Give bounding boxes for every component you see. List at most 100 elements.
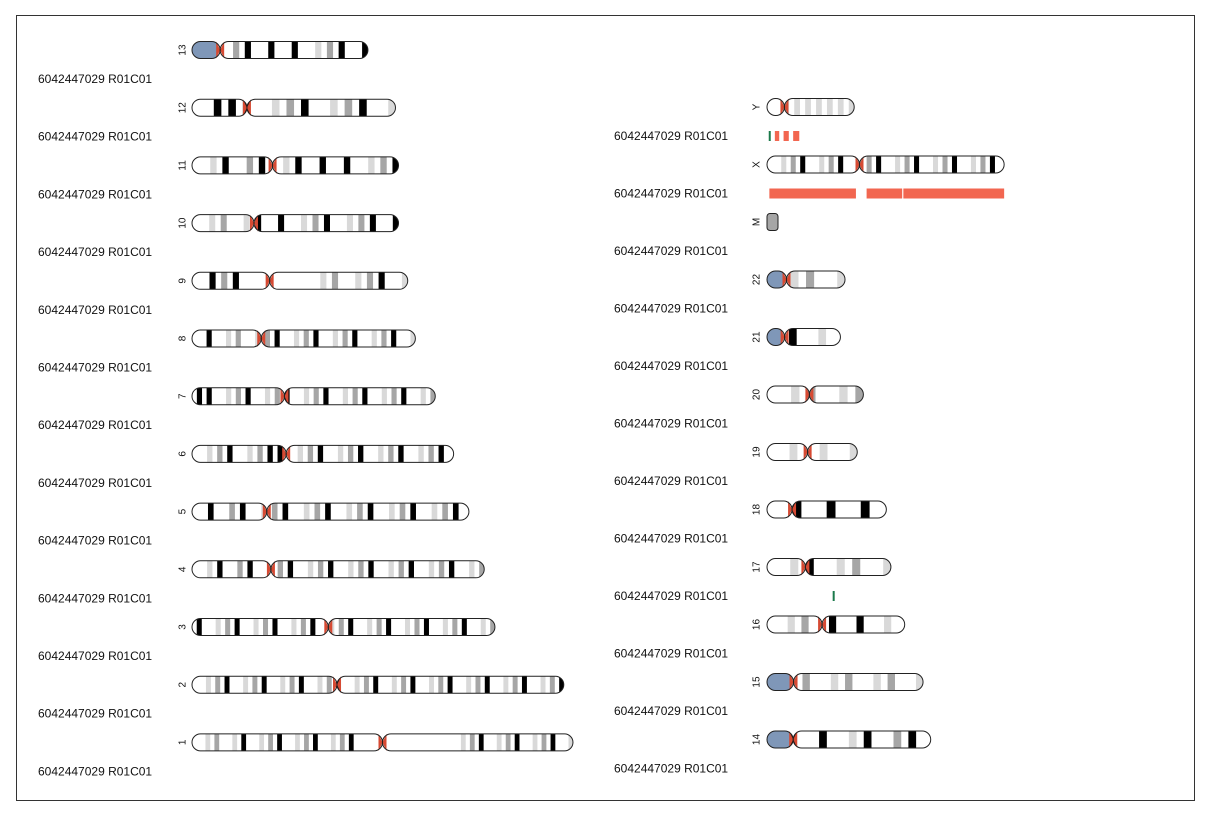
centromere <box>324 618 329 636</box>
band <box>772 213 778 231</box>
chromosome-y: Y 6042447029 R01C01 <box>614 98 855 143</box>
band <box>420 503 427 521</box>
band <box>461 618 467 636</box>
band <box>217 445 223 463</box>
band <box>388 560 394 578</box>
centromere <box>789 673 794 691</box>
chromosome-6: 6 6042447029 R01C01 <box>38 444 455 490</box>
band <box>380 156 387 174</box>
band <box>914 156 920 173</box>
band <box>197 445 203 463</box>
band <box>381 387 387 405</box>
band <box>405 618 411 636</box>
band <box>400 330 406 347</box>
band <box>307 445 314 463</box>
band <box>802 673 810 691</box>
band <box>307 156 314 174</box>
band <box>392 214 399 232</box>
chromosome-label-y: Y <box>752 103 763 110</box>
band <box>514 733 520 751</box>
centromere <box>282 445 287 463</box>
band <box>895 156 901 173</box>
band <box>199 99 207 117</box>
band <box>433 618 439 636</box>
band <box>376 618 382 636</box>
band <box>264 330 270 347</box>
centromere <box>216 41 221 59</box>
band <box>335 503 342 521</box>
chromosome-label-12: 12 <box>178 102 189 114</box>
band <box>884 616 892 633</box>
chromosome-label-10: 10 <box>178 217 189 229</box>
band <box>496 733 502 751</box>
band <box>866 156 872 173</box>
centromere <box>242 99 247 117</box>
centromere <box>780 98 785 116</box>
chromosome-label-m: M <box>752 218 763 226</box>
chromosome-x: X 6042447029 R01C01 <box>614 155 1005 201</box>
band <box>419 676 425 694</box>
chromosome-label-21: 21 <box>752 331 763 343</box>
band <box>308 676 314 694</box>
band <box>315 99 324 117</box>
band <box>326 41 334 59</box>
band <box>826 98 833 116</box>
band <box>806 271 815 288</box>
band <box>258 156 266 174</box>
band <box>252 676 258 694</box>
centromere <box>855 156 860 173</box>
band <box>774 558 783 576</box>
band <box>233 41 240 59</box>
band <box>401 272 408 290</box>
band <box>284 330 290 347</box>
band <box>480 618 486 636</box>
band <box>809 501 819 518</box>
band <box>885 156 891 173</box>
band <box>235 330 241 347</box>
band <box>303 330 309 347</box>
band <box>250 733 256 751</box>
band <box>478 733 484 751</box>
sample-label: 6042447029 R01C01 <box>38 591 152 605</box>
band <box>388 445 394 463</box>
band <box>908 731 917 748</box>
band <box>771 156 777 173</box>
band <box>239 503 246 521</box>
band <box>559 676 564 694</box>
band <box>887 673 895 691</box>
sample-label: 6042447029 R01C01 <box>38 476 152 490</box>
band <box>410 387 417 405</box>
band <box>942 156 948 173</box>
band <box>323 214 330 232</box>
band <box>897 616 905 633</box>
band <box>852 558 861 576</box>
band <box>791 386 800 403</box>
band <box>494 676 500 694</box>
band <box>323 387 329 405</box>
band <box>319 618 325 636</box>
band <box>428 560 435 578</box>
band <box>845 673 853 691</box>
band <box>789 328 797 346</box>
band <box>390 272 397 290</box>
sample-label: 6042447029 R01C01 <box>614 244 728 258</box>
sample-label: 6042447029 R01C01 <box>38 534 152 548</box>
band <box>229 503 235 521</box>
chromosome-m: M 6042447029 R01C01 <box>614 213 779 258</box>
band <box>781 156 787 173</box>
band <box>867 558 876 576</box>
band <box>503 676 509 694</box>
band <box>392 156 399 174</box>
sample-label: 6042447029 R01C01 <box>614 187 728 201</box>
band <box>221 41 228 59</box>
sample-label: 6042447029 R01C01 <box>614 417 728 431</box>
band <box>395 618 401 636</box>
band <box>523 733 529 751</box>
band <box>250 503 257 521</box>
band <box>209 272 216 290</box>
chromosome-label-17: 17 <box>752 561 763 573</box>
band <box>304 733 309 751</box>
band <box>805 98 811 116</box>
band <box>277 560 283 578</box>
band <box>216 387 222 405</box>
